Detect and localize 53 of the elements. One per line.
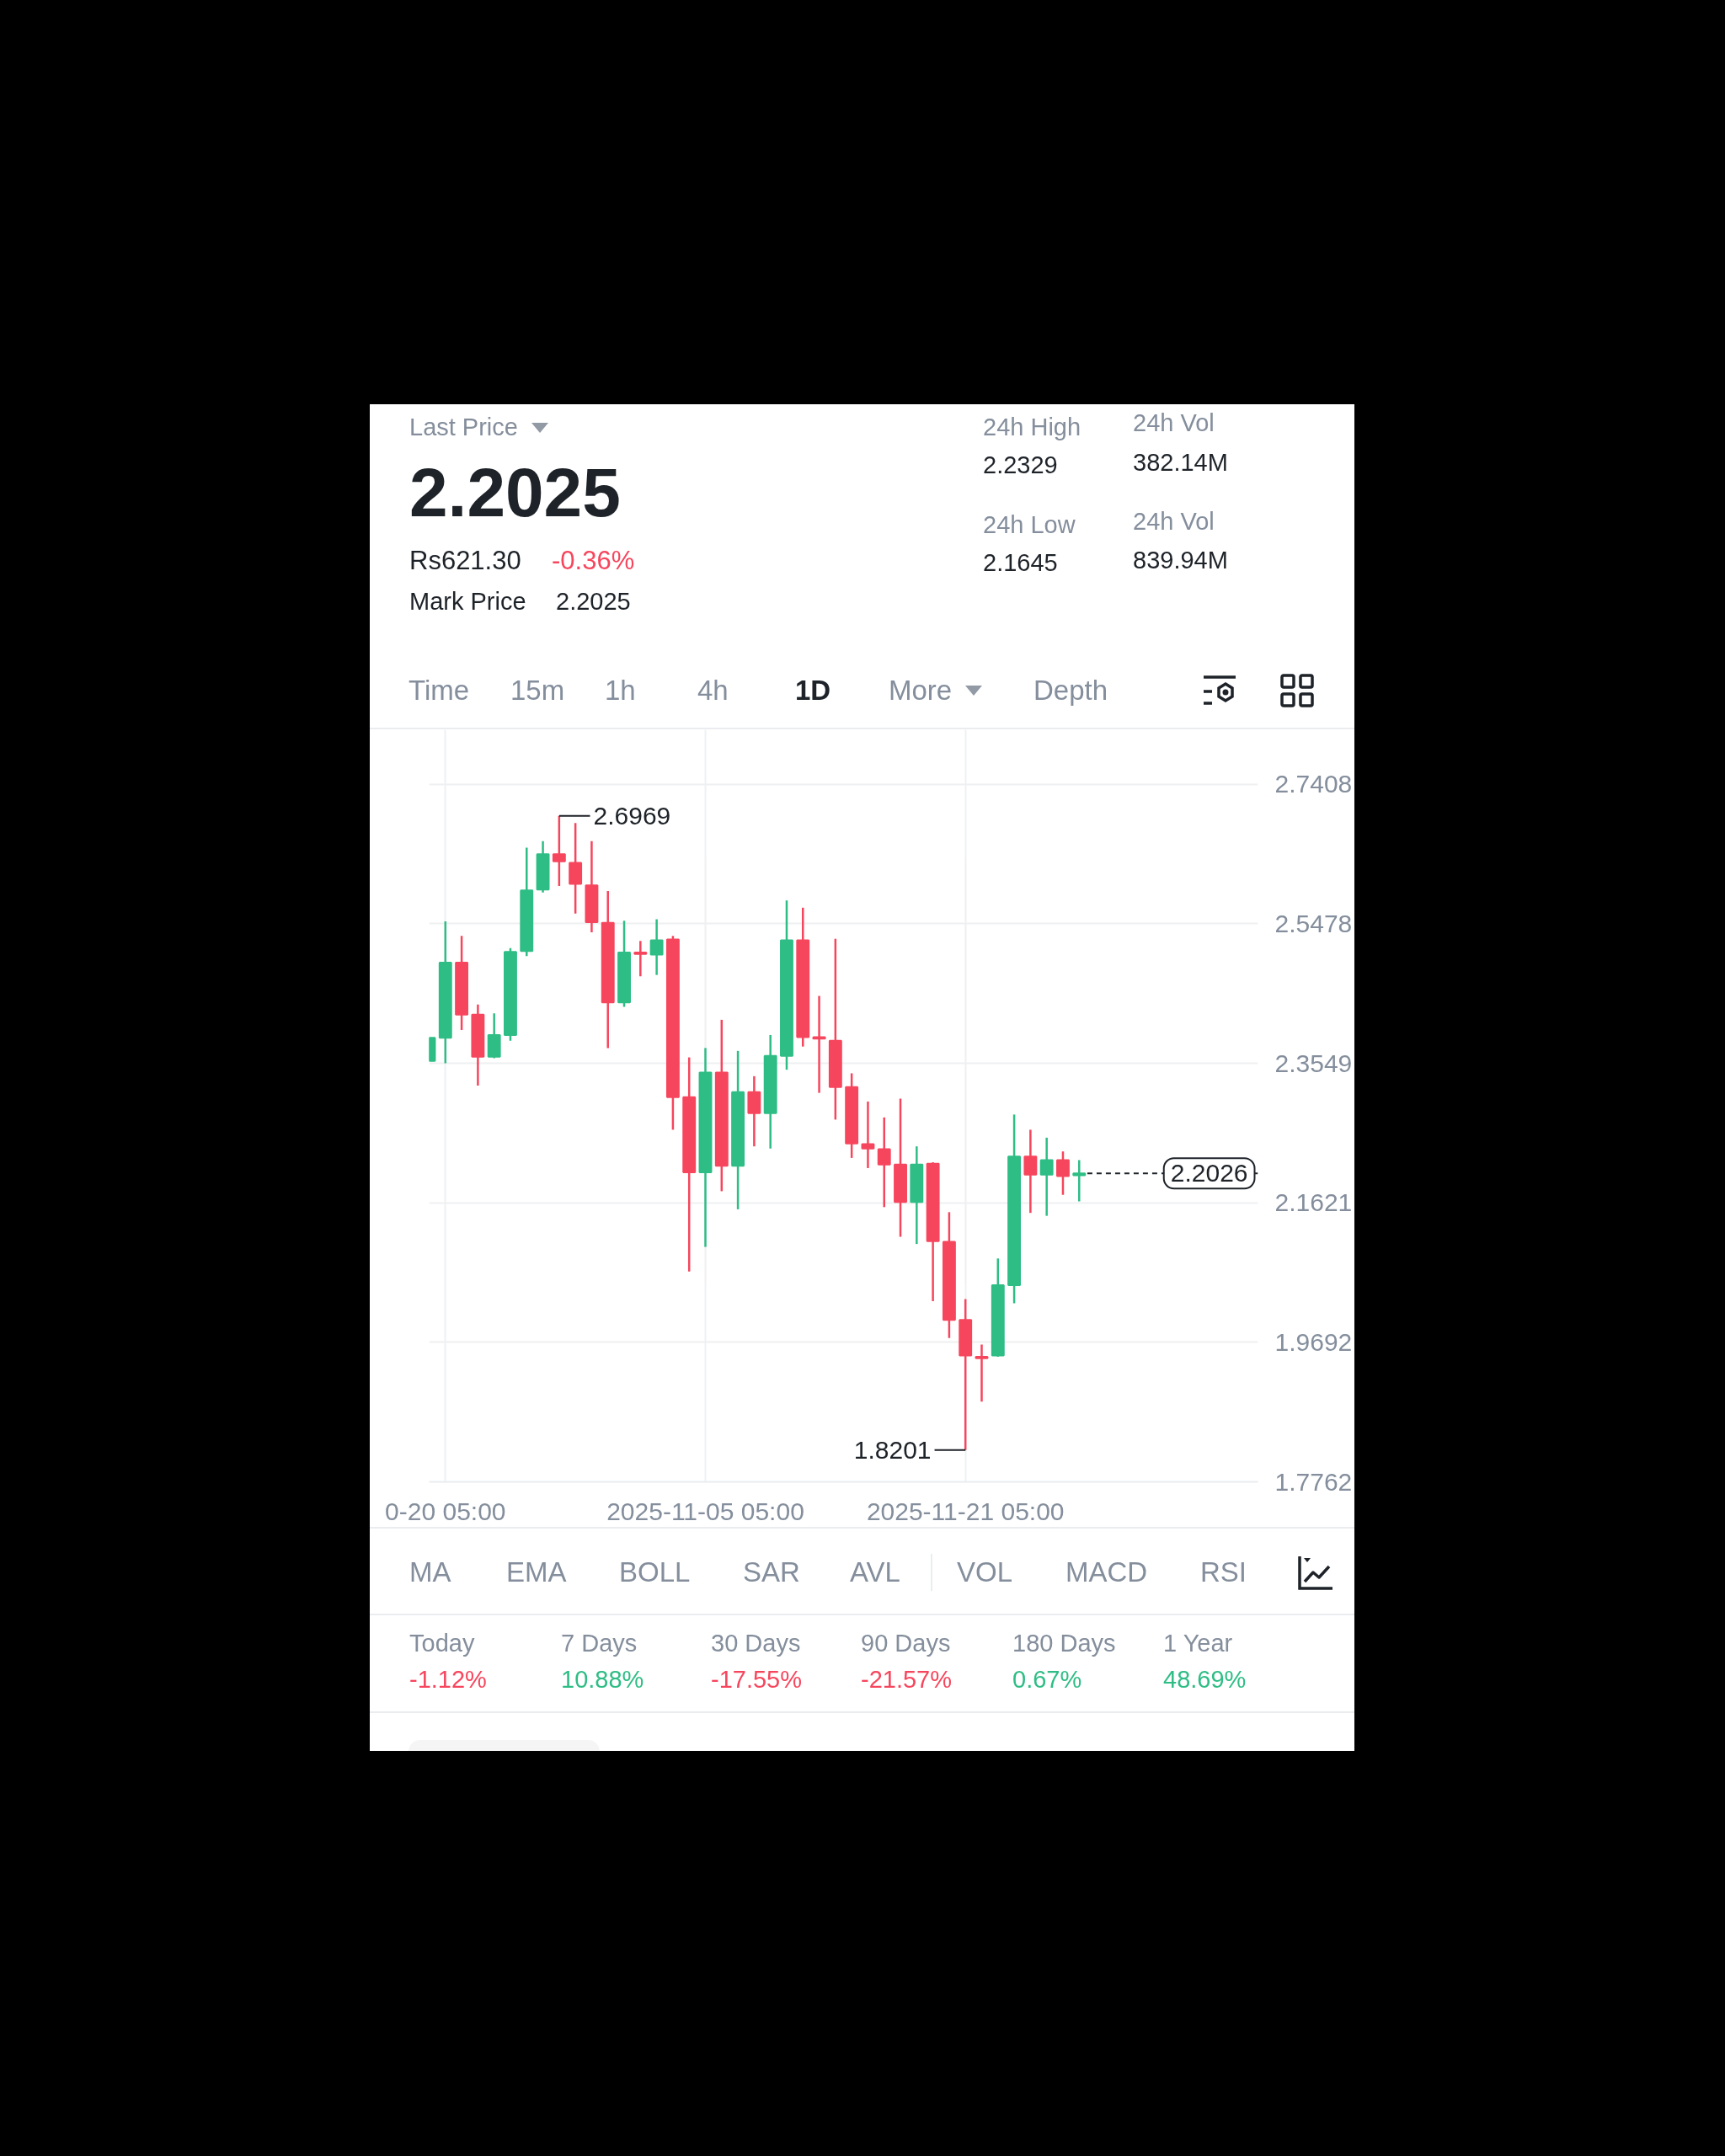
text: VOL: [957, 1556, 1013, 1589]
text: 30 Days: [711, 1629, 801, 1658]
y-tick-label: 1.7762: [1274, 1467, 1353, 1496]
text: MACD: [1065, 1556, 1148, 1589]
text: 4h: [697, 674, 729, 707]
text: 24h High: [983, 413, 1081, 442]
text: MA: [409, 1556, 451, 1589]
text: 1h: [605, 674, 636, 707]
text: 2.2329: [983, 451, 1058, 480]
text: RSI: [1200, 1556, 1247, 1589]
text: More: [889, 674, 953, 707]
y-tick-label: 2.5478: [1274, 909, 1353, 937]
text: 24h Vol: [1133, 408, 1215, 438]
text: 1D: [795, 674, 831, 707]
y-tick-label: 1.9692: [1274, 1327, 1353, 1356]
text: 90 Days: [861, 1629, 951, 1658]
x-tick-label: 2025-11-21 05:00: [866, 1497, 1065, 1525]
text: 2.1645: [983, 548, 1058, 578]
x-tick-label: 2025-11-05 05:00: [606, 1497, 804, 1525]
text: BOLL: [619, 1556, 691, 1589]
text: 180 Days: [1012, 1629, 1116, 1658]
y-tick-label: 2.7408: [1274, 770, 1353, 798]
text: Today: [409, 1629, 475, 1658]
text: 48.69%: [1163, 1665, 1247, 1694]
text: 839.94M: [1133, 546, 1228, 575]
text: -0.36%: [552, 545, 635, 577]
text: 15m: [510, 674, 565, 707]
text: 2.2025: [409, 453, 621, 532]
y-tick-label: 2.3549: [1274, 1049, 1353, 1077]
ref-line-label: 2.2026: [1170, 1159, 1248, 1187]
text: Rs621.30: [409, 545, 521, 577]
text: 7 Days: [561, 1629, 638, 1658]
text: 382.14M: [1133, 448, 1228, 478]
text: 1 Year: [1163, 1629, 1233, 1658]
text: Depth: [1033, 674, 1108, 707]
text: -17.55%: [711, 1665, 803, 1694]
annotation: 1.8201: [853, 1435, 932, 1464]
text: Time: [409, 674, 470, 707]
x-tick-label: 0-20 05:00: [385, 1497, 506, 1525]
text: SAR: [743, 1556, 800, 1589]
text: AVL: [850, 1556, 900, 1589]
y-tick-label: 2.1621: [1274, 1188, 1353, 1217]
text: -21.57%: [861, 1665, 953, 1694]
annotation: 2.6969: [593, 801, 671, 830]
text: 2.2025: [556, 587, 631, 616]
text: 0.67%: [1012, 1665, 1082, 1694]
text: 24h Low: [983, 510, 1076, 540]
text: Last Price: [409, 413, 518, 442]
text: 10.88%: [561, 1665, 644, 1694]
text: 24h Vol: [1133, 507, 1215, 536]
text: -1.12%: [409, 1665, 487, 1694]
text: EMA: [506, 1556, 567, 1589]
text: Mark Price: [409, 587, 526, 616]
